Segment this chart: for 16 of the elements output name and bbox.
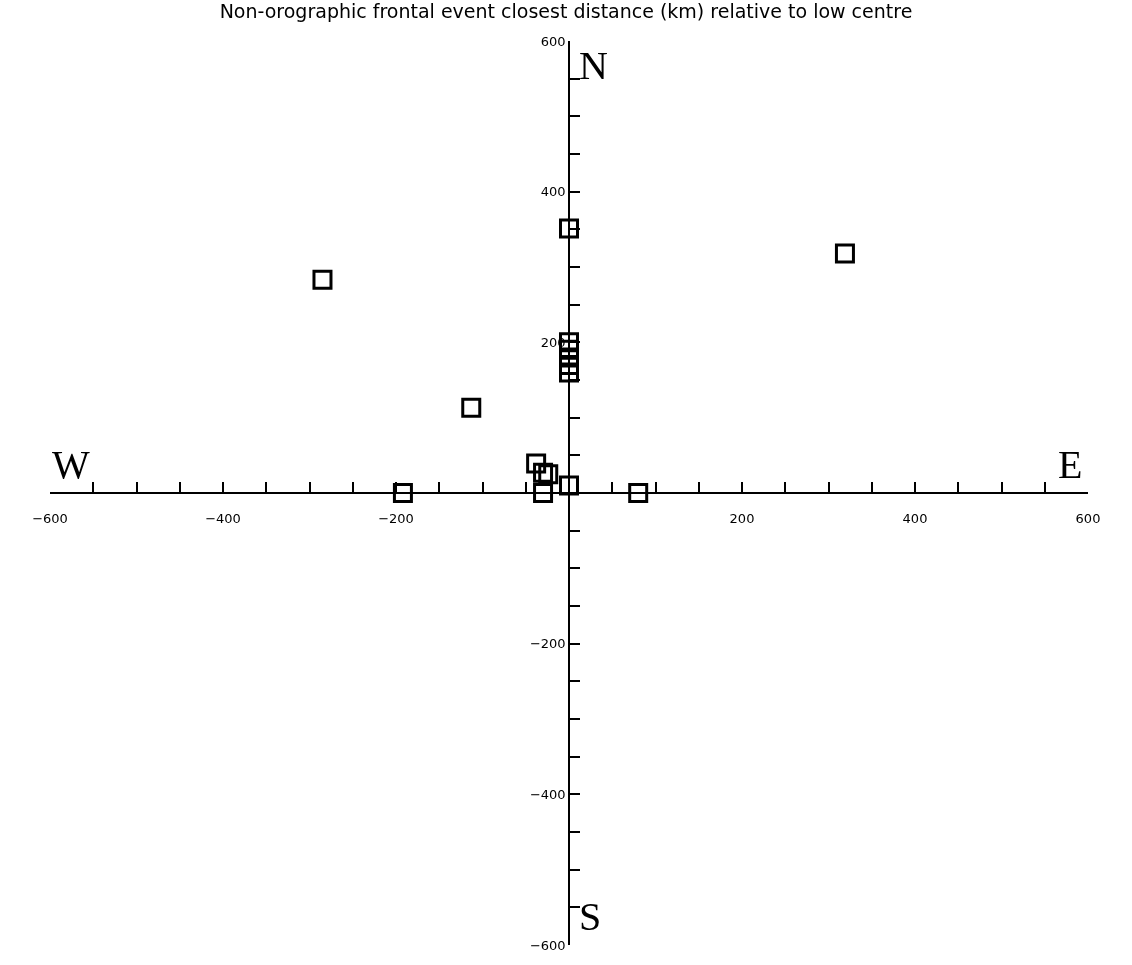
annotation: W — [52, 442, 90, 487]
annotation: N — [579, 43, 608, 88]
y-tick-label: −400 — [529, 786, 566, 802]
chart-title: Non-orographic frontal event closest distance (km) relative to low centre — [219, 0, 913, 23]
x-tick-label: −400 — [205, 511, 241, 527]
x-tick-label: 200 — [729, 511, 755, 527]
x-tick-label: −600 — [32, 511, 68, 527]
y-tick-label: 600 — [540, 33, 566, 49]
y-tick-label: −200 — [529, 636, 566, 652]
x-tick-label: −200 — [378, 511, 414, 527]
annotation: E — [1058, 442, 1083, 487]
annotation: S — [579, 894, 602, 939]
y-tick-label: 400 — [540, 184, 566, 200]
y-tick-label: −600 — [529, 937, 566, 953]
x-tick-label: 600 — [1075, 511, 1101, 527]
x-tick-label: 400 — [902, 511, 928, 527]
